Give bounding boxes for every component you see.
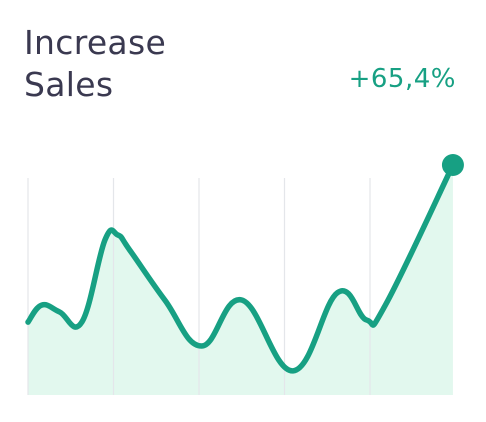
- end-point: [441, 154, 464, 176]
- title: Increase Sales: [24, 23, 167, 104]
- area: [28, 165, 453, 395]
- line: [25, 162, 456, 374]
- change-label: +65,4%: [348, 64, 456, 94]
